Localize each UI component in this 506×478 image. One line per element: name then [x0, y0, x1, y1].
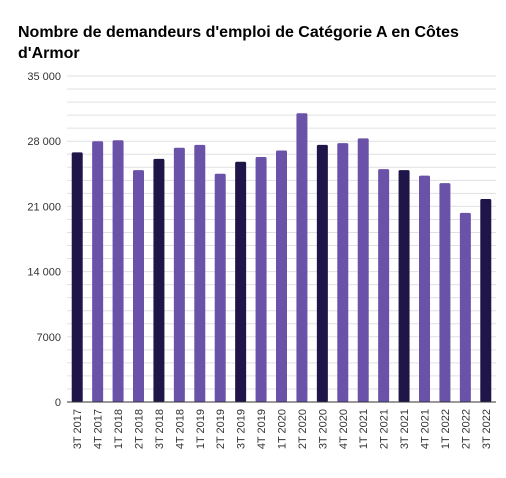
- bar-4t-2018: [173, 147, 185, 402]
- x-tick-label: 2T 2021: [379, 409, 391, 449]
- bar-1t-2021: [357, 138, 369, 403]
- bar-1t-2020: [276, 150, 287, 402]
- x-tick-labels: 3T 2017 4T 2017 1T 2018 2T 2018 3T 2018 4T 20…: [72, 409, 493, 449]
- x-tick-label: 2T 2019: [215, 409, 227, 449]
- y-tick-label: 0: [55, 397, 61, 409]
- x-tick-label: 4T 2021: [420, 409, 432, 449]
- x-tick-label: 2T 2020: [297, 409, 309, 449]
- bar-2t-2020: [296, 113, 308, 402]
- y-tick-label: 35 000: [27, 71, 61, 83]
- bar-4t-2021: [419, 175, 430, 402]
- bar-3t-2018: [153, 158, 165, 402]
- bar-2t-2021: [378, 169, 390, 402]
- x-tick-label: 1T 2022: [440, 409, 452, 449]
- x-tick-label: 3T 2020: [317, 409, 329, 449]
- bars: [71, 113, 492, 403]
- x-tick-label: 1T 2018: [113, 409, 125, 449]
- bar-3t-2019: [235, 161, 247, 402]
- bar-2t-2018: [133, 170, 144, 402]
- chart-title: Nombre de demandeurs d'emploi de Catégor…: [18, 24, 459, 62]
- x-tick-label: 4T 2018: [174, 409, 186, 449]
- x-tick-label: 3T 2022: [481, 409, 493, 449]
- x-tick-label: 2T 2018: [134, 409, 146, 449]
- x-tick-label: 3T 2021: [399, 409, 411, 449]
- bar-3t-2020: [316, 144, 328, 402]
- bar-4t-2019: [255, 157, 267, 402]
- x-tick-label: 2T 2022: [460, 409, 472, 449]
- bar-1t-2019: [194, 144, 206, 402]
- bar-1t-2022: [439, 183, 451, 402]
- x-tick-label: 4T 2017: [93, 409, 105, 449]
- x-tick-label: 4T 2020: [338, 409, 350, 449]
- bar-3t-2021: [398, 170, 410, 402]
- bar-1t-2018: [112, 140, 124, 403]
- x-tick-label: 1T 2019: [195, 409, 207, 449]
- y-tick-label: 14 000: [27, 267, 61, 279]
- bar-3t-2022: [480, 198, 492, 402]
- bar-4t-2020: [337, 143, 349, 402]
- bar-2t-2019: [214, 173, 226, 402]
- x-tick-label: 3T 2019: [236, 409, 248, 449]
- bar-3t-2017: [71, 152, 83, 402]
- bar-2t-2022: [459, 212, 471, 402]
- x-tick-label: 3T 2018: [154, 409, 166, 449]
- x-tick-label: 4T 2019: [256, 409, 268, 449]
- x-tick-label: 3T 2017: [72, 409, 84, 449]
- x-tick-label: 1T 2021: [358, 409, 370, 449]
- bar-4t-2017: [92, 141, 104, 402]
- y-tick-label: 7000: [37, 332, 61, 344]
- y-tick-label: 21 000: [27, 201, 61, 213]
- x-tick-label: 1T 2020: [277, 409, 289, 449]
- y-tick-labels: 0 7000 14 000 21 000 28 000 35 000: [27, 71, 61, 409]
- y-tick-label: 28 000: [27, 136, 61, 148]
